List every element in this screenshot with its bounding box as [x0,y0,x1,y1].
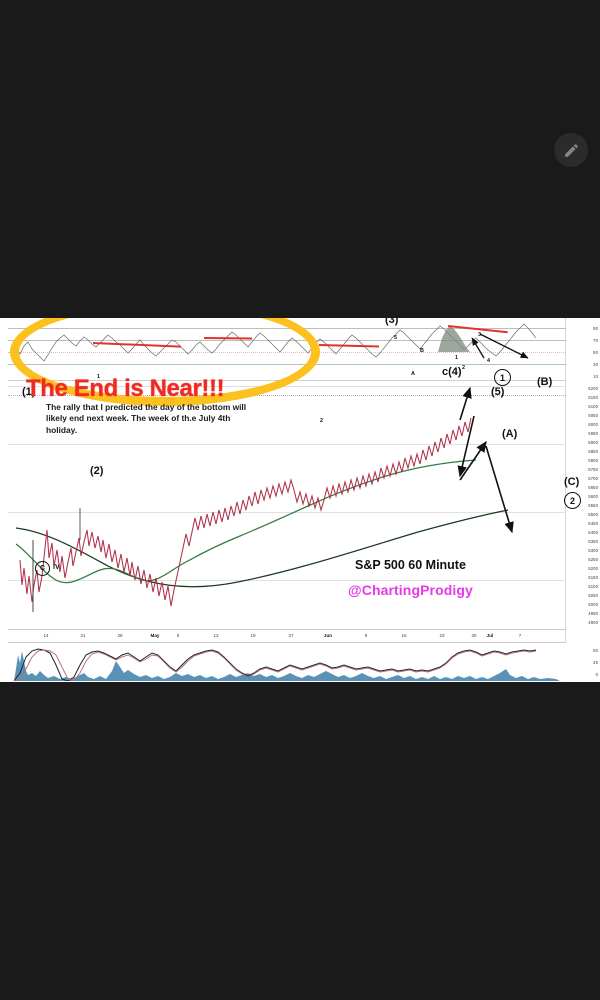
circled-one-label: 1 [494,369,511,386]
wave-sub-b: B [420,348,424,354]
rsi-panel[interactable] [8,320,566,381]
rsi-line [11,323,536,362]
circled-two-label: 2 [564,492,581,509]
price-tick: 5750 [588,467,598,472]
rsi-gridline-90 [8,328,566,329]
chart-card[interactable]: 90 70 50 30 10 6200 6150 6100 6050 6000 … [0,318,600,682]
price-tick: 6150 [588,395,598,400]
wave-label-2: (2) [90,465,104,477]
price-tick: 6050 [588,413,598,418]
price-tick: 6000 [588,422,598,427]
price-panel[interactable]: (1) (2) (3) c(4) 1 2 5 B A 1 2 3 4 (A) (… [8,318,581,628]
price-tick: 5350 [588,539,598,544]
price-tick: 5950 [588,431,598,436]
price-scale: 90 70 50 30 10 6200 6150 6100 6050 6000 … [565,318,600,682]
date-tick-month: Jun [323,633,333,638]
price-dotted-level [8,395,566,396]
wave-label-3: (3) [385,318,399,326]
rsi-arrows [471,333,529,359]
lower-tick: 0 [595,672,598,677]
date-tick: 27 [288,633,294,638]
price-tick: 4950 [588,611,598,616]
lower-tick: 25 [593,660,598,665]
price-tick: 5900 [588,440,598,445]
date-axis: 14 21 28 May 5 12 19 27 Jun 9 16 23 30 J… [8,629,566,643]
price-tick: 5150 [588,575,598,580]
edit-button[interactable] [554,133,588,167]
wave-label-a: (A) [502,428,518,440]
date-tick: 5 [176,633,180,638]
price-tick: 5100 [588,584,598,589]
price-tick: 5300 [588,548,598,553]
lower-tick: 50 [593,648,598,653]
wave-sub-1: 1 [97,374,100,380]
circled-c-label: C [35,561,50,576]
author-handle: @ChartingProdigy [348,582,473,598]
rsi-midline-50 [8,352,566,353]
wave-sub-a: A [411,371,415,377]
date-tick: 23 [439,633,445,638]
price-tick: 6100 [588,404,598,409]
rsi-tick: 90 [593,326,598,331]
date-tick: 16 [401,633,407,638]
price-gridline [8,444,566,445]
date-tick: 28 [117,633,123,638]
price-tick: 5650 [588,485,598,490]
price-tick: 4900 [588,620,598,625]
price-tick: 5500 [588,512,598,517]
price-tick: 5550 [588,503,598,508]
lower-indicator-panel[interactable] [8,642,566,681]
price-tick: 5800 [588,458,598,463]
wave-label-c: (C) [564,476,580,488]
price-tick: 5450 [588,521,598,526]
wave-sub-1b: 1 [455,355,458,361]
wave-sub-2: 2 [320,418,323,424]
date-tick: 30 [471,633,477,638]
rsi-gridline-30 [8,364,566,365]
price-tick: 5250 [588,557,598,562]
wave-label-5: (5) [491,386,505,398]
chart-title: S&P 500 60 Minute [355,558,466,572]
date-tick: 12 [213,633,219,638]
rsi-tick: 70 [593,338,598,343]
bottom-chrome [0,682,600,1000]
price-gridline [8,386,566,387]
wave-sub-3b: 3 [478,332,481,338]
price-gridline [8,580,566,581]
price-tick: 5200 [588,566,598,571]
rsi-tick: 50 [593,350,598,355]
date-tick-month: May [150,633,160,638]
price-tick: 6200 [588,386,598,391]
date-tick: 21 [80,633,86,638]
rsi-tick: 30 [593,362,598,367]
price-tick: 5050 [588,593,598,598]
price-tick: 5000 [588,602,598,607]
date-tick: 14 [43,633,49,638]
wave-label-1: (1) [22,386,36,398]
price-tick: 5850 [588,449,598,454]
wave-label-iv: IV [53,564,60,571]
pencil-edit-icon [564,143,578,157]
date-tick-month: Jul [486,633,494,638]
price-gridline [8,512,566,513]
lower-indicator-series [13,648,560,681]
wave-label-4: c(4) [442,366,462,378]
date-tick: 9 [364,633,368,638]
rsi-gridline-70 [8,340,566,341]
price-tick: 5700 [588,476,598,481]
date-tick: 19 [250,633,256,638]
price-tick: 5400 [588,530,598,535]
wave-sub-4b: 4 [487,358,490,364]
price-series [15,386,514,612]
rsi-tick: 10 [593,374,598,379]
wave-sub-2b: 2 [462,365,465,371]
date-tick: 7 [518,633,522,638]
top-chrome [0,0,600,318]
price-tick: 5600 [588,494,598,499]
wave-sub-5: 5 [394,335,397,341]
wave-label-b: (B) [537,376,553,388]
